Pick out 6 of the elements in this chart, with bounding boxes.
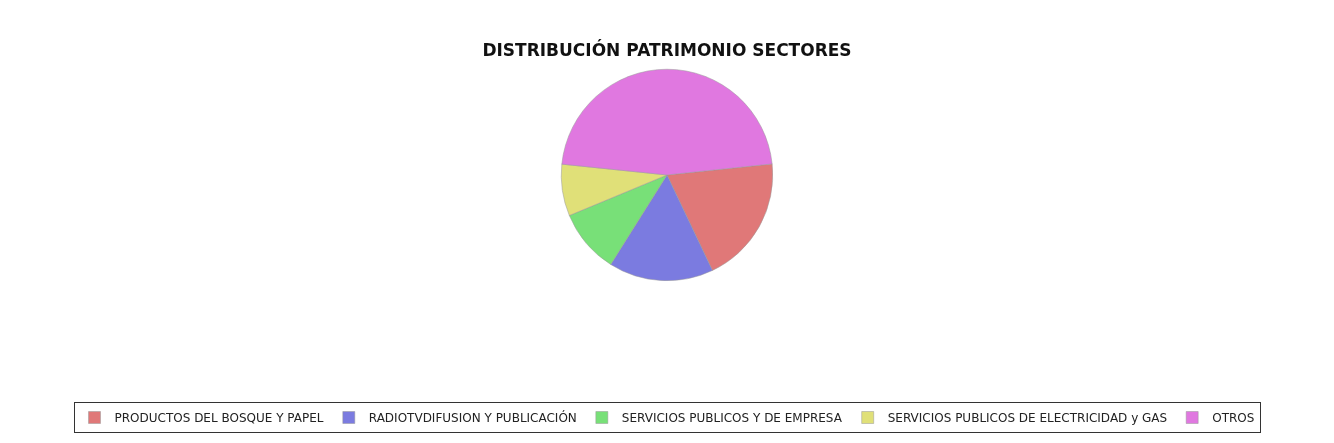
chart-title: DISTRIBUCIÓN PATRIMONIO SECTORES <box>482 39 852 61</box>
legend-label: PRODUCTOS DEL BOSQUE Y PAPEL <box>114 411 324 426</box>
legend-label: OTROS <box>1212 411 1255 426</box>
legend-label: SERVICIOS PUBLICOS DE ELECTRICIDAD y GAS <box>887 411 1168 426</box>
legend-label: SERVICIOS PUBLICOS Y DE EMPRESA <box>621 411 843 426</box>
legend-label: RADIOTVDIFUSION Y PUBLICACIÓN <box>368 410 577 426</box>
